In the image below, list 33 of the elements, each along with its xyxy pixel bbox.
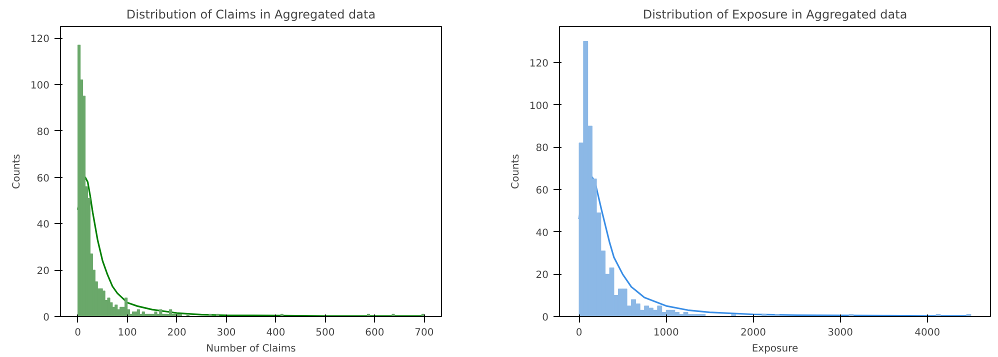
x-tick-label: 200 — [167, 328, 186, 338]
y-axis-title: Counts — [510, 154, 522, 189]
x-tick-label: 600 — [365, 328, 384, 338]
x-tick-label: 2000 — [740, 328, 766, 338]
y-tick-label: 60 — [36, 173, 50, 184]
y-tick-label: 20 — [536, 270, 549, 282]
y-tick-label: 120 — [30, 34, 50, 46]
y-tick-label: 40 — [536, 228, 549, 239]
y-tick-label: 120 — [529, 58, 549, 70]
y-tick-label: 80 — [36, 126, 50, 138]
y-tick-label: 80 — [536, 143, 549, 154]
x-tick-label: 300 — [216, 328, 236, 338]
chart-title: Distribution of Exposure in Aggregated data — [642, 8, 908, 22]
x-tick-label: 1000 — [653, 328, 679, 338]
y-tick-label: 100 — [30, 80, 50, 92]
y-tick-label: 60 — [536, 185, 549, 196]
x-tick-label: 500 — [316, 328, 335, 338]
x-tick-label: 0 — [576, 328, 582, 338]
x-tick-label: 3000 — [828, 328, 854, 338]
x-tick-label: 4000 — [914, 328, 940, 338]
y-tick-label: 20 — [36, 266, 50, 278]
x-axis-title: Exposure — [752, 344, 798, 354]
x-tick-label: 400 — [266, 328, 286, 338]
x-tick-label: 700 — [414, 328, 434, 338]
x-axis-title: Number of Claims — [206, 344, 296, 354]
x-tick-label: 100 — [118, 328, 137, 338]
y-tick-label: 40 — [36, 220, 50, 231]
y-tick-label: 0 — [542, 312, 549, 324]
x-tick-label: 0 — [74, 328, 82, 338]
y-axis-title: Counts — [11, 154, 22, 189]
y-tick-label: 0 — [43, 312, 50, 324]
chart-title: Distribution of Claims in Aggregated data — [126, 8, 376, 22]
y-tick-label: 100 — [529, 100, 549, 112]
